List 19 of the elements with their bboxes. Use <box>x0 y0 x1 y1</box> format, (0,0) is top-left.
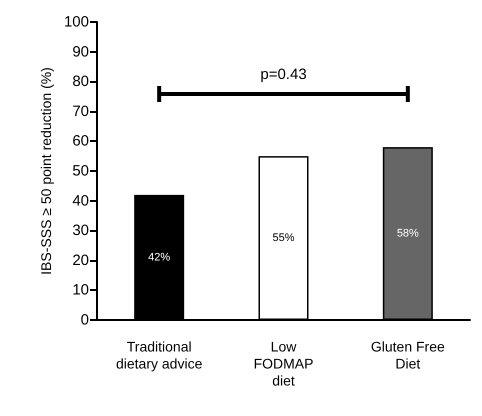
y-tick-label: 60 <box>72 132 89 150</box>
y-tick-label: 40 <box>72 192 89 210</box>
y-tick-label: 0 <box>80 312 89 328</box>
y-tick-label: 30 <box>72 222 89 240</box>
x-tick-label: Gluten Free Diet <box>370 338 445 372</box>
y-axis-title: IBS-SSS ≥ 50 point reduction (%) <box>38 67 54 275</box>
data-label: 42% <box>148 251 170 264</box>
data-label: 55% <box>272 232 295 244</box>
y-tick-label: 100 <box>64 14 89 30</box>
y-tick-label: 70 <box>72 102 89 120</box>
y-tick-label: 20 <box>72 252 89 269</box>
data-label: 58% <box>396 228 420 240</box>
y-tick-label: 10 <box>72 282 89 299</box>
y-tick-label: 50 <box>72 162 89 180</box>
annotation: p=0.43 <box>260 66 307 83</box>
x-tick-label: Low FODMAP diet <box>254 338 314 388</box>
y-tick-label: 90 <box>72 43 89 60</box>
y-tick-label: 80 <box>72 73 89 90</box>
x-tick-label: Traditional dietary advice <box>116 338 203 372</box>
